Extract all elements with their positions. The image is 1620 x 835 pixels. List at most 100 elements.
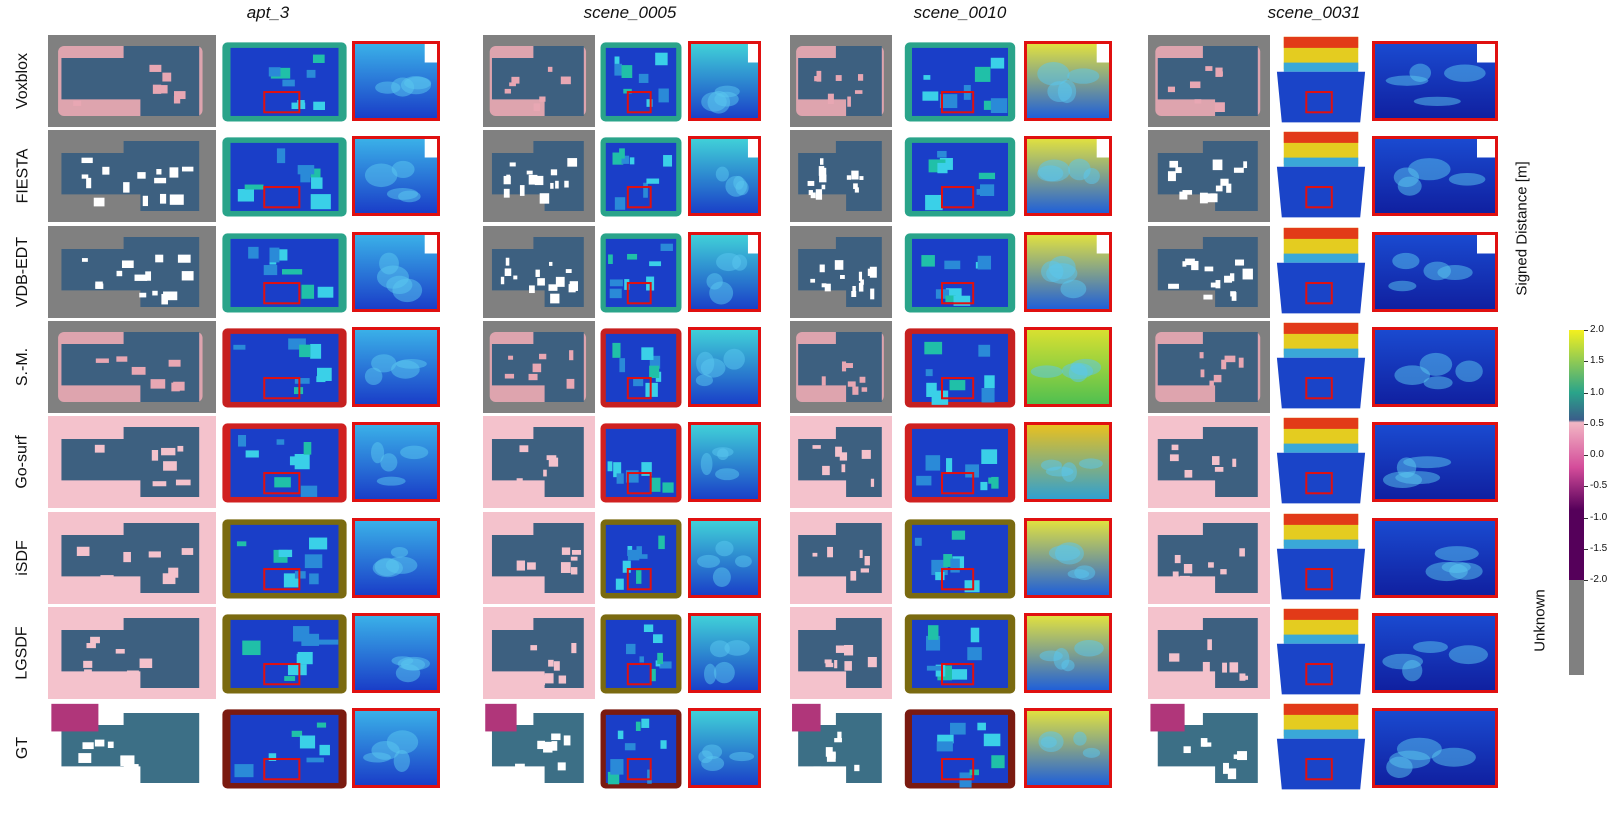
sdf-slice-scene-0005-s-m- xyxy=(483,321,595,413)
mesh-view-scene-0005-isdf xyxy=(597,512,685,604)
colorbar-tick-mark xyxy=(1584,361,1588,363)
colorbar-tick-label: 1.0 xyxy=(1590,386,1604,398)
colorbar-tick-label: -1.0 xyxy=(1590,511,1608,523)
sdf-slice-apt-3-fiesta xyxy=(48,130,216,222)
colorbar-tick-label: 0.5 xyxy=(1590,417,1604,429)
mesh-view-scene-0031-lgsdf xyxy=(1272,607,1370,699)
sdf-slice-scene-0005-lgsdf xyxy=(483,607,595,699)
mesh-view-scene-0031-s-m- xyxy=(1272,321,1370,413)
method-label-text: FIESTA xyxy=(14,148,32,204)
sdf-slice-apt-3-go-surf xyxy=(48,416,216,508)
zoom-detail-apt-3-go-surf xyxy=(352,422,440,502)
colorbar-tick-label: 2.0 xyxy=(1590,324,1604,335)
mesh-view-scene-0005-gt xyxy=(597,702,685,794)
sdf-slice-scene-0010-go-surf xyxy=(790,416,892,508)
zoom-detail-scene-0010-lgsdf xyxy=(1024,613,1112,693)
method-label-vdb-edt: VDB-EDT xyxy=(0,226,46,318)
zoom-detail-apt-3-isdf xyxy=(352,518,440,598)
colorbar-tick-mark xyxy=(1584,486,1588,488)
sdf-slice-scene-0005-go-surf xyxy=(483,416,595,508)
mesh-view-scene-0005-voxblox xyxy=(597,35,685,127)
sdf-slice-apt-3-gt xyxy=(48,702,216,794)
sdf-slice-scene-0010-lgsdf xyxy=(790,607,892,699)
colorbar-tick-label: -1.5 xyxy=(1590,542,1608,554)
method-label-fiesta: FIESTA xyxy=(0,130,46,222)
colorbar-label: Signed Distance [m] xyxy=(1513,161,1531,296)
zoom-detail-scene-0005-s-m- xyxy=(688,327,761,407)
sdf-slice-apt-3-vdb-edt xyxy=(48,226,216,318)
colorbar-tick-mark xyxy=(1584,423,1588,425)
zoom-detail-scene-0005-lgsdf xyxy=(688,613,761,693)
method-label-text: VDB-EDT xyxy=(14,236,32,308)
method-label-text: Go-surf xyxy=(14,435,31,489)
zoom-detail-scene-0031-lgsdf xyxy=(1372,613,1498,693)
zoom-detail-scene-0010-go-surf xyxy=(1024,422,1112,502)
method-label-text: iSDF xyxy=(14,540,31,576)
mesh-view-scene-0010-voxblox xyxy=(900,35,1020,127)
sdf-slice-apt-3-voxblox xyxy=(48,35,216,127)
mesh-view-apt-3-isdf xyxy=(217,512,352,604)
sdf-slice-scene-0005-gt xyxy=(483,702,595,794)
signed-distance-colorbar xyxy=(1569,330,1584,675)
zoom-detail-scene-0031-go-surf xyxy=(1372,422,1498,502)
method-label-voxblox: Voxblox xyxy=(0,35,46,127)
colorbar-tick-label: -2.0 xyxy=(1590,574,1608,585)
method-label-isdf: iSDF xyxy=(0,512,46,604)
mesh-view-apt-3-lgsdf xyxy=(217,607,352,699)
colorbar-tick-label: -0.5 xyxy=(1590,480,1608,492)
zoom-detail-apt-3-s-m- xyxy=(352,327,440,407)
mesh-view-scene-0005-vdb-edt xyxy=(597,226,685,318)
mesh-view-scene-0010-isdf xyxy=(900,512,1020,604)
unknown-label: Unknown xyxy=(1531,589,1549,652)
mesh-view-scene-0031-go-surf xyxy=(1272,416,1370,508)
sdf-slice-scene-0031-lgsdf xyxy=(1148,607,1270,699)
mesh-view-apt-3-fiesta xyxy=(217,130,352,222)
zoom-detail-scene-0005-go-surf xyxy=(688,422,761,502)
mesh-view-scene-0005-go-surf xyxy=(597,416,685,508)
sdf-slice-scene-0010-voxblox xyxy=(790,35,892,127)
colorbar-gradient xyxy=(1569,330,1584,580)
zoom-detail-scene-0005-vdb-edt xyxy=(688,232,761,312)
sdf-slice-scene-0031-fiesta xyxy=(1148,130,1270,222)
mesh-view-scene-0010-vdb-edt xyxy=(900,226,1020,318)
method-label-s-m-: S.-M. xyxy=(0,321,46,413)
zoom-detail-scene-0031-fiesta xyxy=(1372,136,1498,216)
sdf-slice-scene-0010-gt xyxy=(790,702,892,794)
colorbar-tick-mark xyxy=(1584,392,1588,394)
colorbar-tick-label: 0.0 xyxy=(1590,449,1604,460)
zoom-detail-scene-0010-fiesta xyxy=(1024,136,1112,216)
scene-title-scene-0005: scene_0005 xyxy=(583,3,677,22)
mesh-view-scene-0031-gt xyxy=(1272,702,1370,794)
colorbar-tick-mark xyxy=(1584,517,1588,519)
mesh-view-scene-0031-vdb-edt xyxy=(1272,226,1370,318)
colorbar-tick-mark xyxy=(1584,548,1588,550)
mesh-view-scene-0031-isdf xyxy=(1272,512,1370,604)
zoom-detail-scene-0031-isdf xyxy=(1372,518,1498,598)
colorbar-tick-label: 1.5 xyxy=(1590,355,1604,367)
sdf-slice-scene-0031-s-m- xyxy=(1148,321,1270,413)
scene-title-scene-0031: scene_0031 xyxy=(1267,3,1361,22)
method-label-text: S.-M. xyxy=(14,347,31,387)
mesh-view-apt-3-go-surf xyxy=(217,416,352,508)
zoom-detail-scene-0031-s-m- xyxy=(1372,327,1498,407)
method-label-lgsdf: LGSDF xyxy=(0,607,46,699)
zoom-detail-scene-0010-vdb-edt xyxy=(1024,232,1112,312)
zoom-detail-scene-0031-gt xyxy=(1372,708,1498,788)
mesh-view-scene-0010-s-m- xyxy=(900,321,1020,413)
sdf-slice-scene-0010-s-m- xyxy=(790,321,892,413)
sdf-slice-scene-0031-voxblox xyxy=(1148,35,1270,127)
sdf-slice-apt-3-isdf xyxy=(48,512,216,604)
zoom-detail-scene-0010-isdf xyxy=(1024,518,1112,598)
mesh-view-scene-0010-fiesta xyxy=(900,130,1020,222)
sdf-slice-scene-0010-vdb-edt xyxy=(790,226,892,318)
mesh-view-apt-3-voxblox xyxy=(217,35,352,127)
sdf-slice-apt-3-s-m- xyxy=(48,321,216,413)
sdf-slice-scene-0031-gt xyxy=(1148,702,1270,794)
scene-title-scene-0010: scene_0010 xyxy=(913,3,1007,22)
zoom-detail-scene-0005-voxblox xyxy=(688,41,761,121)
sdf-slice-scene-0005-isdf xyxy=(483,512,595,604)
zoom-detail-scene-0010-s-m- xyxy=(1024,327,1112,407)
mesh-view-apt-3-s-m- xyxy=(217,321,352,413)
sdf-slice-scene-0005-voxblox xyxy=(483,35,595,127)
zoom-detail-scene-0010-gt xyxy=(1024,708,1112,788)
